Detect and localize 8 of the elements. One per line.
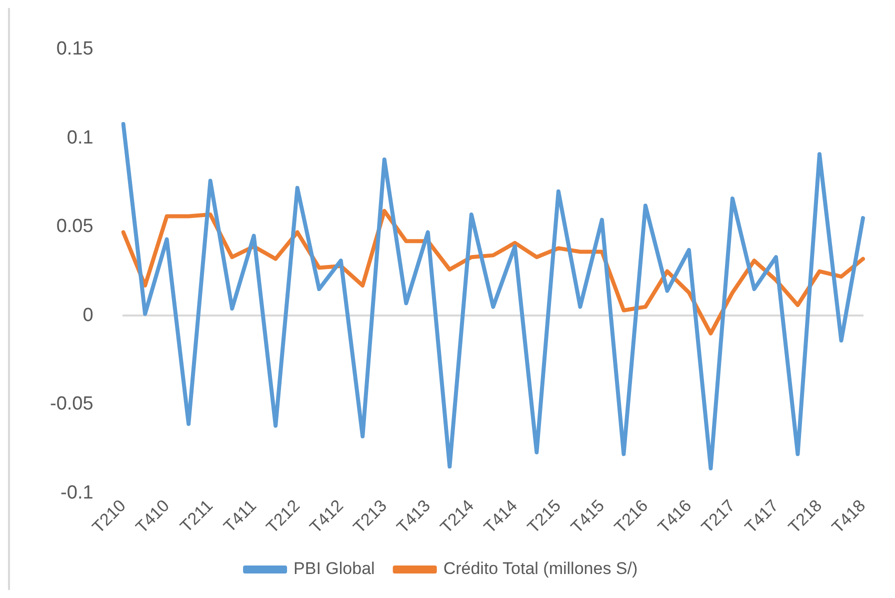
y-tick-label: -0.1 [60, 482, 94, 504]
legend-label: PBI Global [294, 559, 375, 578]
y-tick-label: 0.1 [66, 127, 94, 148]
y-tick-label: 0.05 [56, 216, 94, 238]
legend-label: Crédito Total (millones S/) [443, 559, 638, 578]
y-tick-label: -0.05 [50, 394, 94, 415]
y-tick-label: 0.15 [56, 38, 94, 60]
y-tick-label: 0 [82, 304, 94, 326]
